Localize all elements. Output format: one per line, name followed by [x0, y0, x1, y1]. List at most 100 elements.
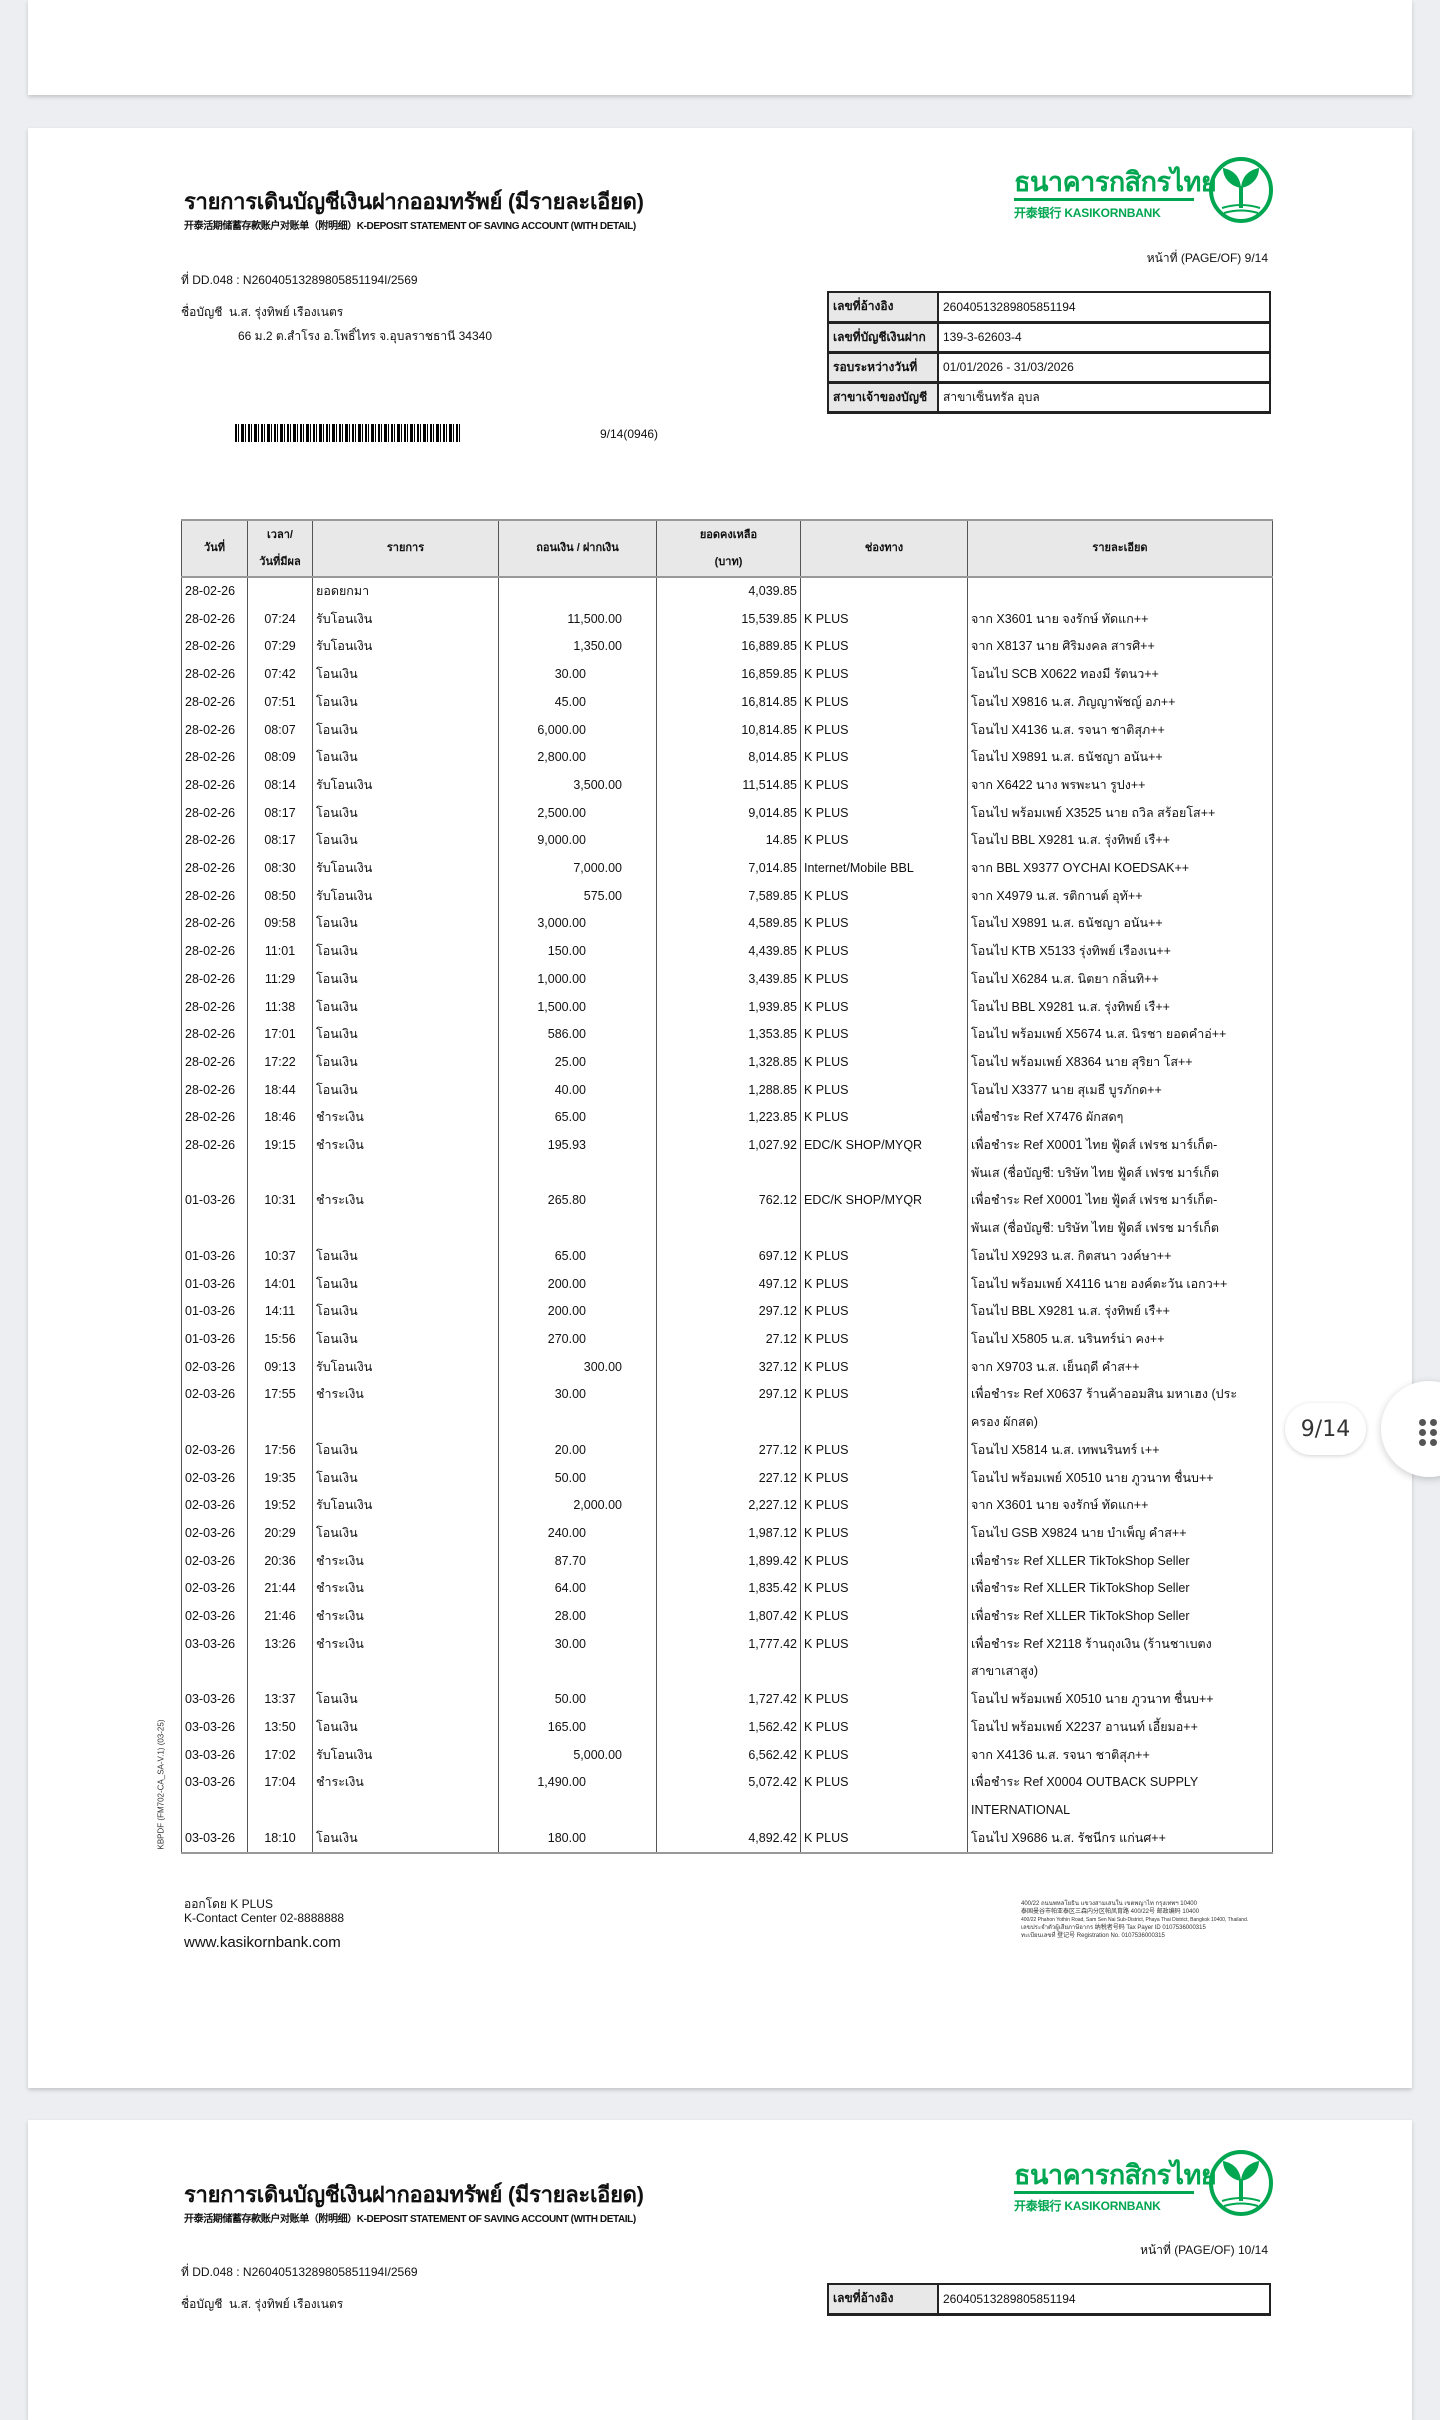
- info-value: 26040513289805851194: [937, 291, 1271, 324]
- row-channel: K PLUS: [800, 716, 968, 745]
- logo-divider: [1014, 2191, 1194, 2194]
- table-row: 28-02-26 11:29 โอนเงิน 1,000.00 3,439.85 K PL…: [181, 965, 1273, 994]
- kasikorn-leaf-icon: [1209, 157, 1273, 223]
- page-number-label: หน้าที่ (PAGE/OF) 10/14: [1140, 2243, 1268, 2257]
- row-channel: K PLUS: [800, 1464, 968, 1493]
- row-detail: โอนไป X9891 น.ส. ธนัชญา อนัน++: [967, 744, 1273, 772]
- kasikorn-leaf-icon: [1209, 2150, 1273, 2216]
- footer-website[interactable]: www.kasikornbank.com: [184, 1934, 341, 1951]
- row-detail-line: โอนไป SCB X0622 ทองมี รัตนว++: [971, 667, 1159, 682]
- row-time: 18:46: [247, 1104, 313, 1133]
- row-time: 13:26: [247, 1630, 313, 1687]
- row-detail-line: โอนไป GSB X9824 นาย บำเพ็ญ คำส++: [971, 1525, 1187, 1540]
- row-withdraw: 30.00: [498, 1630, 657, 1687]
- row-channel: K PLUS: [800, 938, 968, 966]
- row-type: โอนเงิน: [312, 1519, 499, 1548]
- row-detail: จาก X4136 น.ส. รจนา ชาติสุภ++: [967, 1741, 1273, 1770]
- row-detail-line: จาก X3601 นาย จงรักษ์ ทัดแก++: [971, 1498, 1149, 1513]
- row-time: 15:56: [247, 1325, 313, 1354]
- row-detail: เพื่อชำระ Ref X0637 ร้านค้าออมสิน มหาเฮง…: [967, 1381, 1273, 1437]
- row-balance: 1,727.42: [656, 1686, 801, 1714]
- row-balance: 16,859.85: [656, 661, 801, 689]
- grid-dots-icon: [1419, 1419, 1440, 1446]
- table-row: 28-02-26 19:15 ชำระเงิน 195.93 1,027.92 EDC/K…: [181, 1132, 1273, 1188]
- row-channel: K PLUS: [800, 1713, 968, 1742]
- page-indicator[interactable]: 9/14: [1285, 1403, 1366, 1455]
- row-detail-line: จาก BBL X9377 OYCHAI KOEDSAK++: [971, 861, 1190, 876]
- doc-title: รายการเดินบัญชีเงินฝากออมทรัพย์ (มีรายละ…: [184, 189, 644, 214]
- row-detail: โอนไป BBL X9281 น.ส. รุ่งทิพย์ เรื++: [967, 993, 1273, 1022]
- row-withdraw: 64.00: [498, 1575, 657, 1604]
- row-balance: 5,072.42: [656, 1769, 801, 1825]
- table-row: 02-03-26 21:46 ชำระเงิน 28.00 1,807.42 K PLUS…: [181, 1603, 1273, 1631]
- row-date: 28-02-26: [181, 965, 248, 994]
- row-channel: K PLUS: [800, 965, 968, 994]
- logo-thai-text: ธนาคารกสิกรไทย: [1014, 2160, 1217, 2190]
- info-row-reference: เลขที่อ้างอิง 26040513289805851194: [827, 291, 1271, 324]
- row-balance: 1,899.42: [656, 1547, 801, 1576]
- info-label: เลขที่บัญชีเงินฝาก: [827, 321, 939, 354]
- row-detail-line: พันเส (ชื่อบัญชี: บริษัท ไทย ฟู้ดส์ เฟรช…: [971, 1221, 1220, 1236]
- row-type: โอนเงิน: [312, 1686, 499, 1714]
- row-channel: K PLUS: [800, 882, 968, 911]
- footer-issued-by: ออกโดย K PLUS: [184, 1897, 273, 1911]
- row-detail-line: โอนไป พร้อมเพย์ X2237 อานนท์ เอี้ยมอ++: [971, 1719, 1198, 1734]
- table-row: 28-02-26 ยอดยกมา 4,039.85: [181, 577, 1273, 606]
- row-deposit: 2,000.00: [498, 1492, 657, 1520]
- table-row: 28-02-26 08:14 รับโอนเงิน 3,500.00 11,514.85…: [181, 771, 1273, 800]
- table-row: 03-03-26 18:10 โอนเงิน 180.00 4,892.42 K PLUS…: [181, 1824, 1273, 1855]
- row-channel: K PLUS: [800, 605, 968, 634]
- row-detail: โอนไป X6284 น.ส. นิตยา กลิ่นทิ++: [967, 965, 1273, 994]
- row-date: 28-02-26: [181, 938, 248, 966]
- row-date: 28-02-26: [181, 688, 248, 717]
- row-date: 03-03-26: [181, 1824, 248, 1855]
- row-date: 02-03-26: [181, 1603, 248, 1631]
- row-balance: 1,027.92: [656, 1132, 801, 1188]
- row-deposit: 7,000.00: [498, 855, 657, 883]
- row-date: 02-03-26: [181, 1353, 248, 1382]
- row-balance: 2,227.12: [656, 1492, 801, 1520]
- address-line: 400/22 ถนนพหลโยธิน แขวงสามเสนใน เขตพญาไท…: [1021, 1901, 1197, 1907]
- row-detail: โอนไป พร้อมเพย์ X3525 นาย ถวิล สร้อยโส++: [967, 799, 1273, 828]
- row-date: 28-02-26: [181, 799, 248, 828]
- row-date: 02-03-26: [181, 1575, 248, 1604]
- row-channel: K PLUS: [800, 1492, 968, 1520]
- row-date: 03-03-26: [181, 1769, 248, 1825]
- account-name: น.ส. รุ่งทิพย์ เรืองเนตร: [229, 305, 344, 319]
- row-channel: EDC/K SHOP/MYQR: [800, 1187, 968, 1243]
- row-type: ชำระเงิน: [312, 1132, 499, 1188]
- row-withdraw: 9,000.00: [498, 827, 657, 856]
- row-detail-line: โอนไป พร้อมเพย์ X3525 นาย ถวิล สร้อยโส++: [971, 805, 1216, 820]
- table-row: 28-02-26 08:09 โอนเงิน 2,800.00 8,014.85 K PL…: [181, 744, 1273, 772]
- table-row: 28-02-26 07:24 รับโอนเงิน 11,500.00 15,539.8…: [181, 605, 1273, 634]
- row-type: โอนเงิน: [312, 716, 499, 745]
- row-detail: โอนไป BBL X9281 น.ส. รุ่งทิพย์ เรื++: [967, 827, 1273, 856]
- row-withdraw: 6,000.00: [498, 716, 657, 745]
- row-date: 01-03-26: [181, 1270, 248, 1299]
- row-type: โอนเงิน: [312, 1242, 499, 1271]
- row-time: 17:04: [247, 1769, 313, 1825]
- row-withdraw: 30.00: [498, 1381, 657, 1437]
- row-channel: K PLUS: [800, 1270, 968, 1299]
- barcode: [235, 424, 460, 442]
- row-date: 28-02-26: [181, 744, 248, 772]
- address-line: 400/22 Phahon Yothin Road, Sam Sen Nai S…: [1021, 1917, 1249, 1923]
- row-type: โอนเงิน: [312, 1270, 499, 1299]
- row-type: ยอดยกมา: [312, 577, 499, 606]
- row-detail: จาก BBL X9377 OYCHAI KOEDSAK++: [967, 855, 1273, 883]
- row-balance: 1,807.42: [656, 1603, 801, 1631]
- row-channel: K PLUS: [800, 1104, 968, 1133]
- row-detail-line: โอนไป X6284 น.ส. นิตยา กลิ่นทิ++: [971, 971, 1159, 986]
- table-row: 01-03-26 14:11 โอนเงิน 200.00 297.12 K PLUS โอ…: [181, 1298, 1273, 1326]
- row-detail: โอนไป พร้อมเพย์ X2237 อานนท์ เอี้ยมอ++: [967, 1713, 1273, 1742]
- row-channel: K PLUS: [800, 1325, 968, 1354]
- row-type: โอนเงิน: [312, 993, 499, 1022]
- previous-page: [28, 0, 1412, 95]
- row-time: 08:17: [247, 799, 313, 828]
- transaction-rows: 28-02-26 ยอดยกมา 4,039.85 28-02-26 07:24 รับโ…: [181, 577, 1273, 1855]
- row-detail: [967, 577, 1273, 606]
- row-detail-line: โอนไป KTB X5133 รุ่งทิพย์ เรืองเน++: [971, 944, 1171, 959]
- row-balance: 9,014.85: [656, 799, 801, 828]
- row-time: 17:55: [247, 1381, 313, 1437]
- table-row: 28-02-26 18:46 ชำระเงิน 65.00 1,223.85 K PLUS…: [181, 1104, 1273, 1133]
